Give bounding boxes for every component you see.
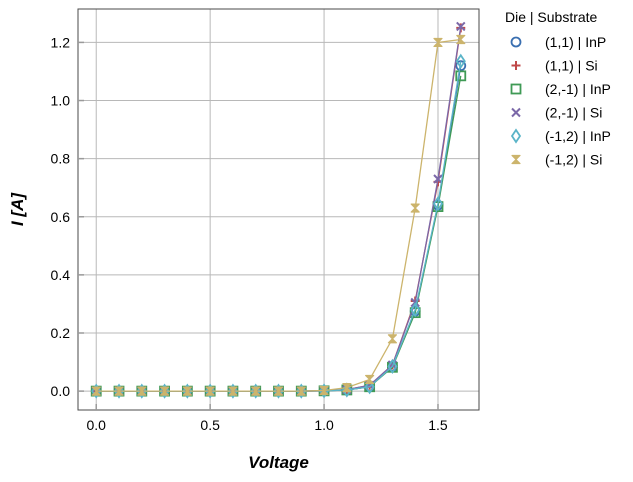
legend-marker (510, 36, 522, 48)
ticks: 0.0 0.5 1.0 1.5 0.0 0.2 0.4 0.6 0.8 1.0 1.2 (51, 34, 448, 433)
data-point (91, 386, 101, 396)
y-tick-label: 0.6 (51, 209, 71, 225)
x-tick-label: 0.0 (86, 417, 106, 433)
data-point (387, 334, 398, 344)
series-4 (91, 21, 466, 396)
y-axis-title: I [A] (8, 192, 27, 226)
data-point (114, 386, 124, 396)
y-tick-label: 0.8 (51, 151, 71, 167)
x-tick-label: 0.5 (200, 417, 220, 433)
y-tick-label: 1.2 (51, 34, 71, 50)
legend-marker (510, 128, 522, 144)
legend-item: (2,-1) | Si (511, 105, 602, 121)
series-layer (90, 21, 467, 399)
y-tick-label: 0.0 (51, 383, 71, 399)
y-tick-label: 0.2 (51, 325, 71, 341)
series-line (96, 38, 461, 392)
legend-item: (-1,2) | InP (510, 128, 611, 144)
data-point (455, 60, 467, 72)
x-axis-title: Voltage (248, 453, 309, 472)
legend: Die | Substrate (1,1) | InP (1,1) | Si (2,… (505, 9, 611, 168)
data-point (319, 385, 329, 396)
legend-label: (2,-1) | InP (545, 81, 611, 97)
series-3 (90, 70, 467, 397)
data-point (318, 383, 330, 399)
y-tick-label: 1.0 (51, 93, 71, 109)
data-point (455, 53, 466, 69)
y-tick-label: 0.4 (51, 267, 71, 283)
legend-label: (1,1) | InP (545, 34, 606, 50)
legend-title: Die | Substrate (505, 9, 598, 25)
data-point (365, 374, 375, 385)
data-point (432, 196, 444, 212)
plot-frame (77, 8, 480, 411)
series-6 (91, 34, 466, 396)
data-point (228, 386, 238, 396)
data-point (410, 203, 420, 213)
data-point (456, 21, 466, 32)
legend-label: (-1,2) | Si (545, 152, 602, 168)
data-point (296, 386, 306, 396)
legend-marker (511, 154, 521, 165)
legend-label: (2,-1) | Si (545, 105, 602, 121)
legend-item: (2,-1) | InP (510, 81, 611, 97)
data-point (456, 34, 466, 45)
legend-item: (1,1) | InP (510, 34, 606, 50)
data-point (455, 70, 467, 82)
data-point (273, 386, 284, 396)
legend-marker (511, 107, 521, 118)
x-tick-label: 1.5 (428, 417, 448, 433)
legend-marker (510, 83, 522, 95)
data-point (182, 386, 192, 396)
grid (78, 9, 479, 410)
data-point (205, 386, 215, 396)
data-point (159, 386, 170, 396)
series-line (96, 65, 462, 392)
series-5 (91, 53, 466, 399)
legend-item: (1,1) | Si (511, 58, 598, 74)
legend-item: (-1,2) | Si (511, 152, 602, 168)
series-line (96, 26, 462, 392)
series-line (96, 27, 462, 392)
x-tick-label: 1.0 (314, 417, 334, 433)
data-point (342, 383, 352, 393)
series-line (96, 75, 462, 392)
data-point (387, 358, 398, 375)
series-2 (91, 23, 466, 396)
legend-marker (511, 61, 521, 70)
data-point (433, 174, 443, 184)
legend-label: (1,1) | Si (545, 58, 598, 74)
data-point (137, 386, 147, 396)
series-line (96, 61, 462, 392)
data-point (433, 37, 443, 48)
legend-label: (-1,2) | InP (545, 128, 611, 144)
data-point (251, 386, 261, 396)
data-point (410, 302, 421, 318)
series-1 (90, 60, 467, 397)
data-point (364, 379, 375, 395)
